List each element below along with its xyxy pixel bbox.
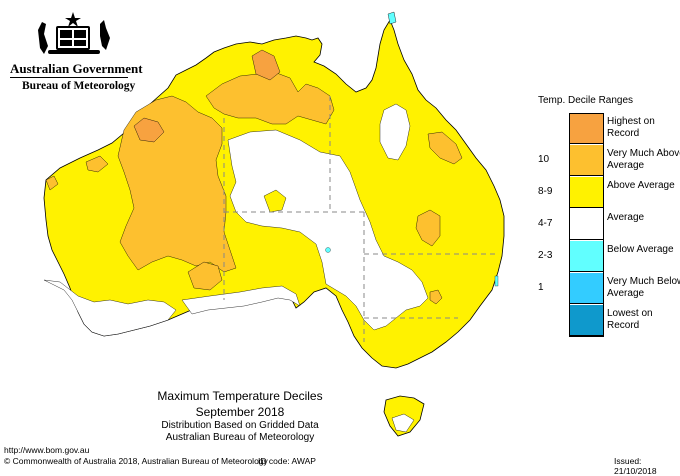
central-yellow-patch xyxy=(263,189,287,213)
legend-swatch xyxy=(569,241,603,272)
legend-range: 10 xyxy=(538,154,550,165)
crest-star xyxy=(65,12,81,27)
legend-item: 8-9 Above Average xyxy=(538,177,678,209)
wattle-base xyxy=(48,50,100,54)
legend-item: 4-7 Average xyxy=(538,209,678,241)
legend-label: Highest on Record xyxy=(607,116,655,139)
sa-very-much-above xyxy=(187,261,223,291)
legend-item: 1 Very Much Below Average xyxy=(538,273,680,305)
wa-coast-patch xyxy=(45,175,59,191)
legend-item: 2-3 Below Average xyxy=(538,241,678,273)
government-name: Australian Government xyxy=(10,61,143,76)
qld-interior-very-much-above xyxy=(415,209,441,247)
copyright-text: © Commonwealth of Australia 2018, Austra… xyxy=(4,456,268,466)
legend-label: Below Average xyxy=(607,244,674,255)
below-average-speck-coast xyxy=(494,275,499,287)
legend-item: 10 Very Much Above Average xyxy=(538,145,680,177)
legend-item: Lowest on Record xyxy=(538,305,678,337)
caption-method: Distribution Based on Gridded Data xyxy=(161,420,319,431)
legend-range: 1 xyxy=(538,282,544,293)
legend-swatch xyxy=(569,145,603,176)
cape-york-very-much-above xyxy=(427,131,463,165)
legend-swatch xyxy=(569,209,603,240)
top-end-highest-on-record xyxy=(251,49,281,81)
legend-label: Average xyxy=(607,212,645,223)
southern-coast-average-region xyxy=(181,285,301,315)
id-code: ID code: AWAP xyxy=(258,456,316,466)
caption-source: Australian Bureau of Meteorology xyxy=(165,432,315,443)
legend-title: Temp. Decile Ranges xyxy=(538,95,634,106)
nsw-very-much-above xyxy=(429,289,443,305)
legend-swatch xyxy=(569,177,603,208)
southwest-average-region xyxy=(43,279,177,337)
legend-swatch xyxy=(569,305,603,336)
caption-title: Maximum Temperature Deciles xyxy=(157,389,323,403)
legend-range: 8-9 xyxy=(538,186,553,197)
legend-item: Highest on Record xyxy=(538,113,678,145)
bureau-name: Bureau of Meteorology xyxy=(22,80,136,92)
wa-patch-very-much-above xyxy=(85,155,109,173)
central-average-region xyxy=(227,129,429,331)
below-average-speck-central xyxy=(325,247,331,253)
legend-label: Lowest on Record xyxy=(607,308,653,331)
cape-york-tip-below-average xyxy=(387,11,397,25)
legend-label: Very Much Above Average xyxy=(607,148,680,171)
website-url[interactable]: http://www.bom.gov.au xyxy=(4,445,90,455)
state-borders xyxy=(223,96,496,342)
logo-divider xyxy=(10,77,128,78)
issued-date: Issued: 21/10/2018 xyxy=(614,456,657,476)
kangaroo-figure xyxy=(100,20,110,50)
emu-figure xyxy=(38,22,48,54)
legend-swatch xyxy=(569,113,603,144)
kimberley-highest-on-record xyxy=(133,117,165,143)
coat-of-arms-logo xyxy=(38,12,110,54)
map-caption: Maximum Temperature Deciles September 20… xyxy=(120,388,360,444)
tasmania-average xyxy=(391,413,415,433)
legend-swatch xyxy=(569,273,603,304)
legend-label: Above Average xyxy=(607,180,675,191)
legend-label: Very Much Below Average xyxy=(607,276,680,299)
caption-period: September 2018 xyxy=(195,405,285,419)
legend-range: 4-7 xyxy=(538,218,553,229)
legend-range: 2-3 xyxy=(538,250,553,261)
queensland-average-patch xyxy=(379,103,411,161)
